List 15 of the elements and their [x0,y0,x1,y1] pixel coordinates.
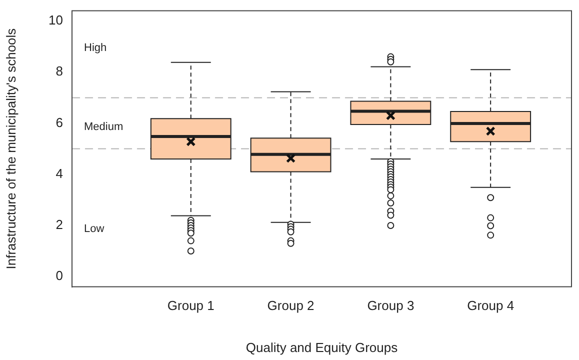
y-tick-label: 8 [56,64,63,79]
x-tick-label: Group 3 [367,298,414,314]
y-tick-label: 10 [48,12,63,28]
annotation: Low [84,222,104,235]
annotation: Medium [84,120,124,133]
y-axis-title: Infrastructure of the municipality's schools [3,28,18,270]
y-tick-label: 2 [56,217,63,232]
x-tick-label: Group 4 [467,298,514,314]
x-tick-label: Group 1 [167,298,214,314]
x-tick-label: Group 2 [267,298,314,314]
y-tick-label: 0 [56,268,63,284]
annotation: High [84,42,107,54]
y-tick-label: 4 [56,166,63,181]
x-axis-title: Quality and Equity Groups [246,340,398,355]
y-tick-label: 6 [56,114,63,130]
